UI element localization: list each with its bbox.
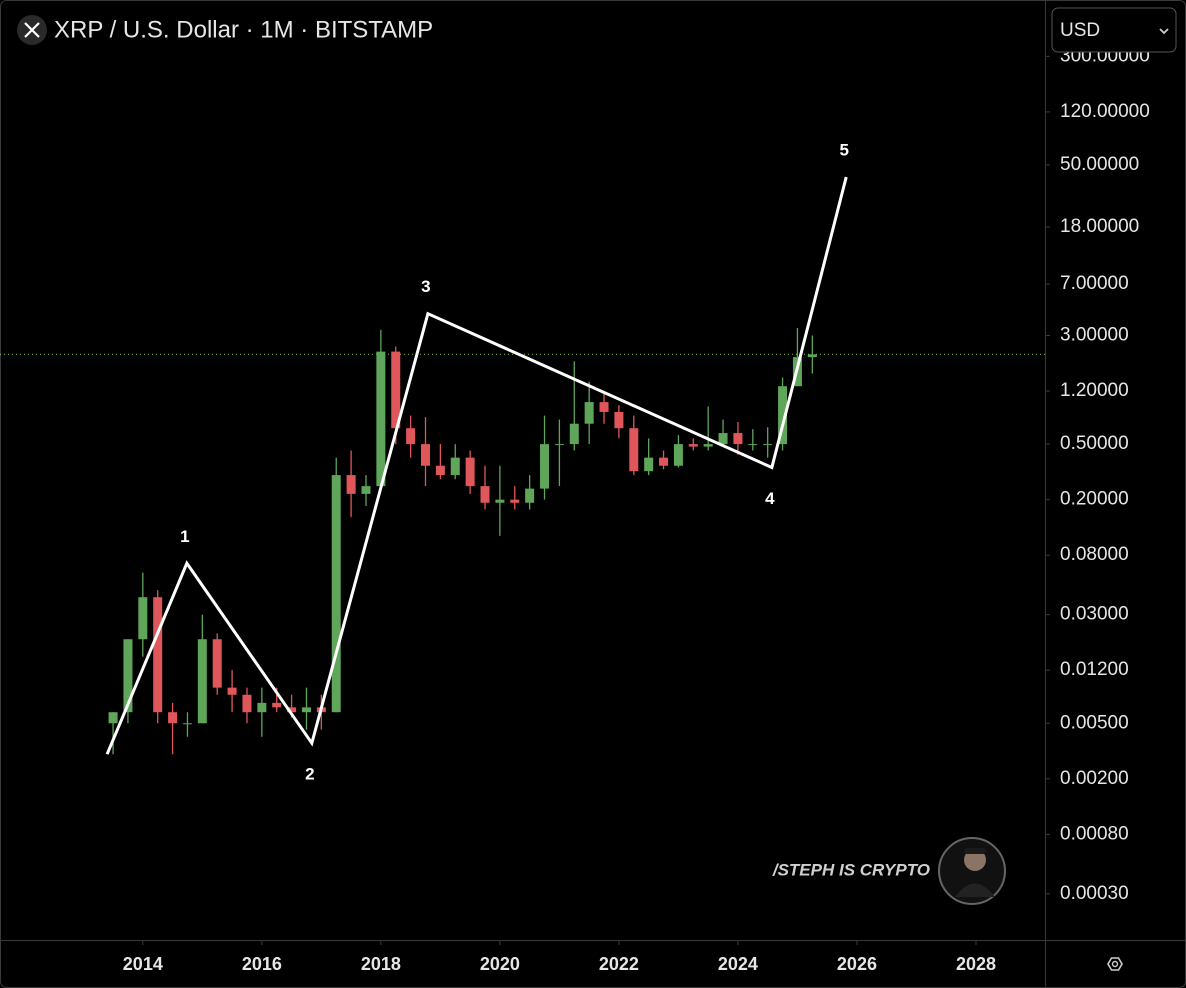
candle-body — [554, 444, 564, 446]
wave-label: 2 — [305, 765, 314, 784]
candle-body — [763, 444, 773, 446]
candle-body — [272, 702, 282, 708]
candle-body — [614, 411, 624, 429]
dropdown-chevron — [1159, 28, 1169, 35]
candle-body — [376, 351, 386, 487]
y-tick-label: 0.00200 — [1060, 768, 1129, 789]
y-tick-label: 0.20000 — [1060, 489, 1129, 510]
y-tick-label: 0.00030 — [1060, 883, 1129, 904]
y-tick-label: 18.00000 — [1060, 216, 1139, 237]
chart-title: XRP / U.S. Dollar · 1M · BITSTAMP — [54, 16, 433, 43]
candle-body — [644, 457, 654, 472]
x-tick-label: 2018 — [361, 954, 401, 974]
x-tick-label: 2026 — [837, 954, 877, 974]
candle-body — [525, 488, 535, 503]
y-tick-label: 0.50000 — [1060, 433, 1129, 454]
wave-line — [105, 176, 848, 755]
candle-body — [346, 475, 356, 494]
candle-body — [599, 402, 609, 412]
currency-select[interactable] — [1051, 7, 1177, 53]
candle-body — [123, 639, 133, 713]
wave-label: 5 — [840, 140, 849, 159]
y-tick-label: 1.20000 — [1060, 380, 1129, 401]
y-tick-label: 0.00080 — [1060, 823, 1129, 844]
y-tick-label: 7.00000 — [1060, 273, 1129, 294]
candle-body — [540, 444, 550, 489]
candle-body — [629, 428, 639, 472]
wave-label: 4 — [765, 489, 775, 508]
candle-body — [331, 475, 341, 713]
candle-body — [584, 402, 594, 424]
candle-body — [227, 687, 237, 695]
x-tick-label: 2020 — [480, 954, 520, 974]
plot-area: 1 2 3 4 5 — [0, 140, 1045, 784]
wave-label: 1 — [180, 527, 189, 546]
x-tick-label: 2016 — [242, 954, 282, 974]
symbol-icon-glyph — [24, 22, 40, 38]
currency-label: USD — [1060, 20, 1100, 41]
candle-body — [153, 597, 163, 713]
avatar — [938, 837, 1006, 905]
candle-body — [733, 433, 743, 445]
candle-body — [435, 465, 445, 476]
x-tick-label: 2022 — [599, 954, 639, 974]
x-tick-label: 2014 — [123, 954, 163, 974]
x-tick-label: 2028 — [956, 954, 996, 974]
candle-body — [807, 354, 817, 358]
candle-body — [197, 639, 207, 724]
settings-button[interactable] — [1107, 957, 1123, 971]
candle-body — [138, 597, 148, 640]
candle-body — [718, 433, 728, 445]
y-tick-label: 120.00000 — [1060, 101, 1150, 122]
candle-body — [361, 486, 371, 494]
y-tick-label: 50.00000 — [1060, 154, 1139, 175]
settings-icon-dot — [1111, 960, 1119, 968]
x-tick-label: 2024 — [718, 954, 758, 974]
candle-body — [480, 486, 490, 503]
y-tick-label: 0.01200 — [1060, 659, 1129, 680]
candle-body — [778, 386, 788, 445]
candle-body — [168, 712, 178, 724]
candle-body — [420, 444, 430, 466]
y-tick-label: 3.00000 — [1060, 325, 1129, 346]
watermark: /STEPH IS CRYPTO — [772, 860, 930, 879]
candle-body — [569, 423, 579, 445]
candle-body — [287, 707, 297, 713]
candle-body — [510, 499, 520, 503]
candle-body — [257, 702, 267, 713]
candle-body — [703, 444, 713, 447]
candle-body — [391, 351, 401, 429]
candle-body — [301, 707, 311, 713]
candle-body — [659, 457, 669, 466]
y-tick-label: 0.00500 — [1060, 712, 1129, 733]
candle-body — [242, 694, 252, 713]
candle-body — [495, 499, 505, 503]
candle-body — [108, 712, 118, 724]
candle-body — [673, 444, 683, 466]
candle-body — [465, 457, 475, 487]
candle-body — [212, 639, 222, 688]
wave-label: 3 — [421, 277, 430, 296]
candle-body — [450, 457, 460, 476]
candle-body — [406, 428, 416, 445]
y-tick-label: 0.08000 — [1060, 544, 1129, 565]
candle-body — [182, 723, 192, 725]
x-axis: 2014 2016 2018 2020 2022 2024 2026 2028 — [123, 940, 996, 974]
candle-body — [748, 444, 758, 446]
y-tick-label: 0.03000 — [1060, 604, 1129, 625]
candle-body — [688, 444, 698, 447]
